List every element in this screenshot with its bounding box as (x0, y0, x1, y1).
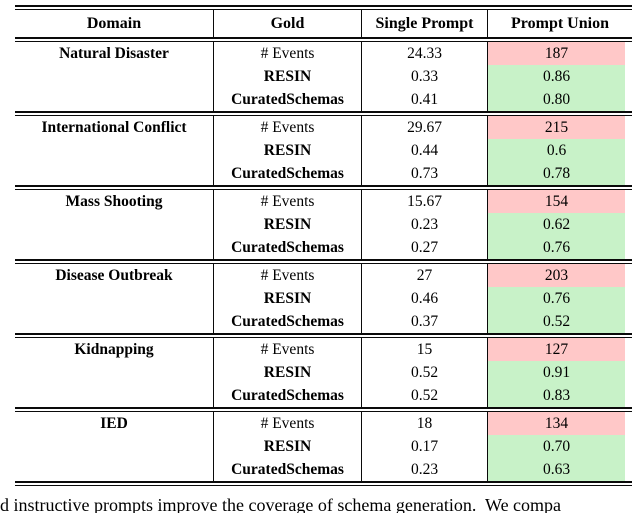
metric-label: RESIN (213, 65, 361, 88)
metric-label: # Events (213, 190, 361, 213)
group-separator-rule (15, 333, 632, 338)
prompt-union-value: 0.76 (487, 236, 632, 259)
prompt-union-value: 0.78 (487, 162, 632, 185)
metric-label: CuratedSchemas (213, 88, 361, 111)
domain-label: Mass Shooting (65, 193, 163, 210)
metric-label: # Events (213, 42, 361, 65)
prompt-union-value: 0.62 (487, 213, 632, 236)
metric-label: RESIN (213, 287, 361, 310)
prompt-union-value: 203 (487, 264, 632, 287)
single-prompt-value: 0.52 (361, 384, 487, 407)
single-prompt-value: 18 (361, 412, 487, 435)
column-header-prompt-union: Prompt Union (487, 10, 632, 37)
group-separator-rule (15, 259, 632, 264)
prompt-union-value: 0.86 (487, 65, 632, 88)
prompt-union-value: 0.52 (487, 310, 632, 333)
metric-label: # Events (213, 412, 361, 435)
column-header-gold: Gold (213, 10, 361, 37)
single-prompt-value: 0.27 (361, 236, 487, 259)
caption-text: d instructive prompts improve the covera… (0, 495, 562, 513)
group-separator-rule (15, 111, 632, 116)
domain-label: Disease Outbreak (55, 267, 173, 284)
prompt-union-value: 215 (487, 116, 632, 139)
single-prompt-value: 0.41 (361, 88, 487, 111)
results-table: Domain Gold Single Prompt Prompt Union N… (15, 5, 632, 486)
metric-label: CuratedSchemas (213, 310, 361, 333)
metric-label: RESIN (213, 361, 361, 384)
metric-label: RESIN (213, 139, 361, 162)
table-group-disease-outbreak: Disease Outbreak # Events 27 203 RESIN 0… (15, 264, 632, 333)
metric-label: CuratedSchemas (213, 236, 361, 259)
prompt-union-value: 0.83 (487, 384, 632, 407)
table-header-row: Domain Gold Single Prompt Prompt Union (15, 10, 632, 37)
table-group-mass-shooting: Mass Shooting # Events 15.67 154 RESIN 0… (15, 190, 632, 259)
metric-label: # Events (213, 116, 361, 139)
single-prompt-value: 27 (361, 264, 487, 287)
prompt-union-value: 0.63 (487, 458, 632, 481)
column-header-domain: Domain (86, 15, 142, 32)
metric-label: # Events (213, 338, 361, 361)
single-prompt-value: 0.52 (361, 361, 487, 384)
prompt-union-value: 187 (487, 42, 632, 65)
domain-label: Natural Disaster (59, 45, 169, 62)
prompt-union-value: 0.91 (487, 361, 632, 384)
single-prompt-value: 0.17 (361, 435, 487, 458)
prompt-union-value: 0.6 (487, 139, 632, 162)
domain-label: Kidnapping (74, 341, 154, 358)
prompt-union-value: 134 (487, 412, 632, 435)
table-bottom-rule (15, 481, 632, 486)
prompt-union-value: 127 (487, 338, 632, 361)
prompt-union-value: 0.70 (487, 435, 632, 458)
single-prompt-value: 29.67 (361, 116, 487, 139)
prompt-union-value: 0.80 (487, 88, 632, 111)
single-prompt-value: 0.46 (361, 287, 487, 310)
table-group-international-conflict: International Conflict # Events 29.67 21… (15, 116, 632, 185)
metric-label: CuratedSchemas (213, 162, 361, 185)
single-prompt-value: 15 (361, 338, 487, 361)
table-group-ied: IED # Events 18 134 RESIN 0.17 0.70 Cura… (15, 412, 632, 481)
table-top-rule (15, 5, 632, 10)
domain-label: IED (100, 415, 128, 432)
metric-label: CuratedSchemas (213, 384, 361, 407)
single-prompt-value: 0.37 (361, 310, 487, 333)
metric-label: RESIN (213, 435, 361, 458)
group-separator-rule (15, 185, 632, 190)
single-prompt-value: 0.33 (361, 65, 487, 88)
metric-label: RESIN (213, 213, 361, 236)
metric-label: CuratedSchemas (213, 458, 361, 481)
single-prompt-value: 15.67 (361, 190, 487, 213)
single-prompt-value: 0.23 (361, 213, 487, 236)
prompt-union-value: 154 (487, 190, 632, 213)
column-header-single-prompt: Single Prompt (361, 10, 487, 37)
header-separator-rule (15, 37, 632, 42)
single-prompt-value: 0.73 (361, 162, 487, 185)
metric-label: # Events (213, 264, 361, 287)
single-prompt-value: 0.44 (361, 139, 487, 162)
single-prompt-value: 24.33 (361, 42, 487, 65)
domain-label: International Conflict (41, 119, 187, 136)
table-group-natural-disaster: Natural Disaster # Events 24.33 187 RESI… (15, 42, 632, 111)
group-separator-rule (15, 407, 632, 412)
single-prompt-value: 0.23 (361, 458, 487, 481)
prompt-union-value: 0.76 (487, 287, 632, 310)
table-group-kidnapping: Kidnapping # Events 15 127 RESIN 0.52 0.… (15, 338, 632, 407)
